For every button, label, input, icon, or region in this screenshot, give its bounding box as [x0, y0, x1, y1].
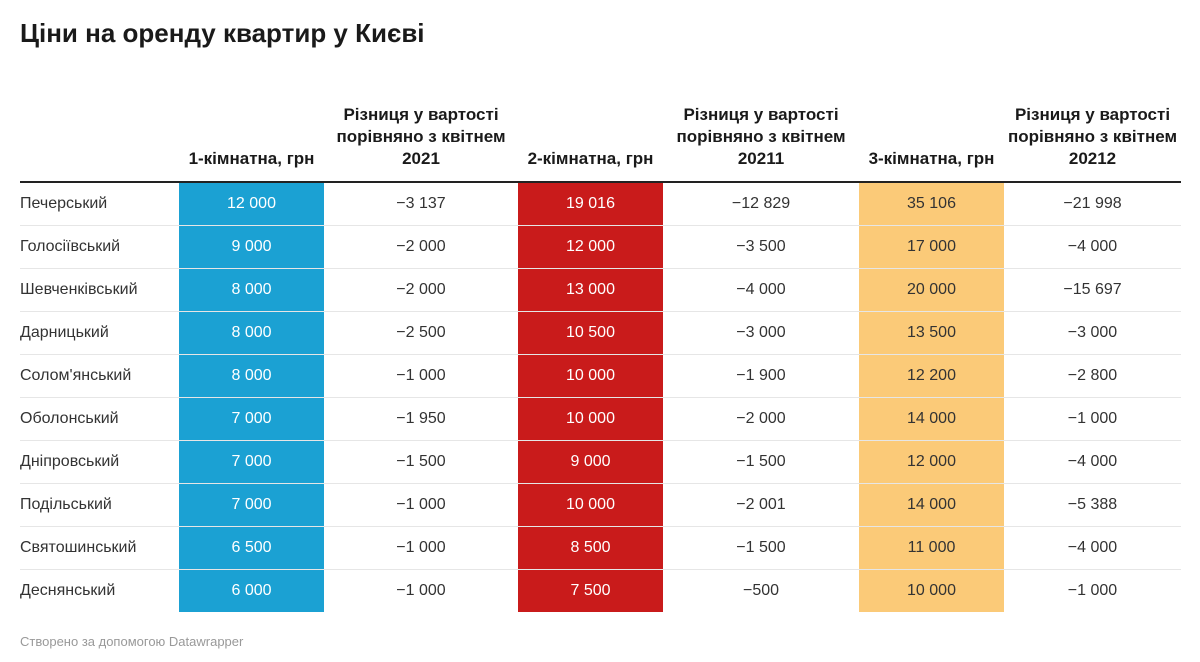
one-room-diff-cell: −2 500: [324, 311, 518, 355]
three-room-price-cell: 12 200: [859, 354, 1004, 398]
three-room-price-cell: 17 000: [859, 225, 1004, 269]
two-room-price-cell: 13 000: [518, 268, 663, 312]
table-row: Подільський 7 000 −1 000 10 000 −2 001 14 000…: [20, 483, 1181, 527]
one-room-price-cell: 7 000: [179, 397, 324, 441]
header-district: [20, 80, 179, 183]
district-name-cell: Дніпровський: [20, 440, 179, 484]
table-row: Деснянський 6 000 −1 000 7 500 −500 10 000 −1 …: [20, 569, 1181, 612]
table-row: Оболонський 7 000 −1 950 10 000 −2 000 14 000…: [20, 397, 1181, 441]
two-room-diff-cell: −1 500: [663, 440, 859, 484]
three-room-price-cell: 10 000: [859, 569, 1004, 612]
header-one-room: 1-кімнатна, грн: [179, 80, 324, 183]
three-room-price-cell: 13 500: [859, 311, 1004, 355]
one-room-diff-cell: −2 000: [324, 225, 518, 269]
table-row: Солом'янський 8 000 −1 000 10 000 −1 900 12 2…: [20, 354, 1181, 398]
two-room-diff-cell: −2 001: [663, 483, 859, 527]
three-room-price-cell: 14 000: [859, 483, 1004, 527]
three-room-diff-cell: −4 000: [1004, 225, 1181, 269]
one-room-price-cell: 8 000: [179, 354, 324, 398]
one-room-price-cell: 7 000: [179, 483, 324, 527]
two-room-price-cell: 10 000: [518, 354, 663, 398]
chart-title: Ціни на оренду квартир у Києві: [20, 18, 425, 48]
two-room-price-cell: 19 016: [518, 182, 663, 226]
one-room-diff-cell: −1 500: [324, 440, 518, 484]
table-row: Дніпровський 7 000 −1 500 9 000 −1 500 12 000…: [20, 440, 1181, 484]
one-room-diff-cell: −1 000: [324, 526, 518, 570]
three-room-diff-cell: −4 000: [1004, 440, 1181, 484]
one-room-diff-cell: −1 000: [324, 354, 518, 398]
district-name-cell: Шевченківський: [20, 268, 179, 312]
header-two-room: 2-кімнатна, грн: [518, 80, 663, 183]
two-room-diff-cell: −12 829: [663, 182, 859, 226]
two-room-price-cell: 10 000: [518, 483, 663, 527]
district-name-cell: Оболонський: [20, 397, 179, 441]
table-row: Голосіївський 9 000 −2 000 12 000 −3 500 17 0…: [20, 225, 1181, 269]
three-room-diff-cell: −2 800: [1004, 354, 1181, 398]
three-room-price-cell: 20 000: [859, 268, 1004, 312]
two-room-price-cell: 7 500: [518, 569, 663, 612]
district-name-cell: Голосіївський: [20, 225, 179, 269]
one-room-price-cell: 8 000: [179, 268, 324, 312]
table-row: Дарницький 8 000 −2 500 10 500 −3 000 13 500−…: [20, 311, 1181, 355]
district-name-cell: Подільський: [20, 483, 179, 527]
two-room-diff-cell: −3 000: [663, 311, 859, 355]
district-name-cell: Святошинський: [20, 526, 179, 570]
two-room-diff-cell: −1 900: [663, 354, 859, 398]
credit-footer: Створено за допомогою Datawrapper: [20, 634, 244, 649]
three-room-diff-cell: −1 000: [1067, 581, 1118, 599]
two-room-diff-cell: −500: [742, 581, 780, 599]
header-row: 1-кімнатна, грн Різниця у вартості порів…: [20, 80, 1181, 183]
two-room-price-cell: 12 000: [518, 225, 663, 269]
three-room-diff-cell: −3 000: [1004, 311, 1181, 355]
district-name-cell: Солом'янський: [20, 354, 179, 398]
district-name-cell: Печерський: [20, 182, 179, 226]
two-room-diff-cell: −1 500: [663, 526, 859, 570]
two-room-diff-cell: −4 000: [663, 268, 859, 312]
one-room-diff-cell: −2 000: [324, 268, 518, 312]
header-two-room-diff: Різниця у вартості порівняно з квітнем 2…: [663, 80, 859, 183]
three-room-price-cell: 14 000: [859, 397, 1004, 441]
two-room-price-cell: 10 000: [518, 397, 663, 441]
header-three-room: 3-кімнатна, грн: [859, 80, 1004, 183]
table-row: Шевченківський 8 000 −2 000 13 000 −4 000 20 …: [20, 268, 1181, 312]
two-room-price-cell: 9 000: [518, 440, 663, 484]
header-three-room-diff: Різниця у вартості порівняно з квітнем 2…: [1004, 80, 1181, 183]
three-room-diff-cell: −5 388: [1004, 483, 1181, 527]
table-body: Печерський 12 000 −3 137 19 016 −12 829 35 10…: [20, 182, 1181, 612]
one-room-price-cell: 6 500: [179, 526, 324, 570]
three-room-diff-cell: −21 998: [1004, 182, 1181, 226]
one-room-diff-cell: −1 000: [396, 581, 446, 599]
three-room-price-cell: 11 000: [859, 526, 1004, 570]
rent-prices-table: 1-кімнатна, грн Різниця у вартості порів…: [20, 80, 1181, 612]
one-room-price-cell: 7 000: [179, 440, 324, 484]
district-name-cell: Деснянський: [20, 581, 116, 599]
three-room-price-cell: 35 106: [859, 182, 1004, 226]
two-room-price-cell: 10 500: [518, 311, 663, 355]
three-room-diff-cell: −4 000: [1004, 526, 1181, 570]
three-room-diff-cell: −15 697: [1004, 268, 1181, 312]
one-room-diff-cell: −1 950: [324, 397, 518, 441]
district-name-cell: Дарницький: [20, 311, 179, 355]
one-room-price-cell: 8 000: [179, 311, 324, 355]
table-row: Печерський 12 000 −3 137 19 016 −12 829 35 10…: [20, 182, 1181, 226]
one-room-price-cell: 6 000: [179, 569, 324, 612]
two-room-diff-cell: −3 500: [663, 225, 859, 269]
two-room-diff-cell: −2 000: [663, 397, 859, 441]
three-room-price-cell: 12 000: [859, 440, 1004, 484]
two-room-price-cell: 8 500: [518, 526, 663, 570]
header-one-room-diff: Різниця у вартості порівняно з квітнем 2…: [324, 80, 518, 183]
one-room-diff-cell: −3 137: [324, 182, 518, 226]
table-row: Святошинський 6 500 −1 000 8 500 −1 500 11 00…: [20, 526, 1181, 570]
one-room-price-cell: 12 000: [179, 182, 324, 226]
three-room-diff-cell: −1 000: [1004, 397, 1181, 441]
one-room-price-cell: 9 000: [179, 225, 324, 269]
one-room-diff-cell: −1 000: [324, 483, 518, 527]
